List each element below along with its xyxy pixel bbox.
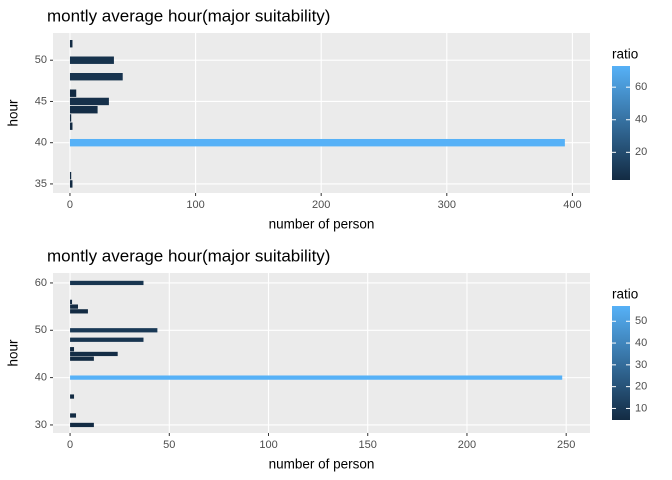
bar [70, 413, 77, 418]
legend-label: 20 [635, 381, 647, 393]
bar [69, 40, 73, 48]
bar [69, 105, 98, 114]
y-tick-label: 35 [35, 178, 47, 190]
bar [69, 114, 72, 122]
colorbar [612, 306, 630, 420]
y-tick-label: 40 [35, 137, 47, 149]
bar [70, 337, 144, 342]
bar [70, 347, 75, 352]
bar [70, 375, 563, 380]
bar [69, 122, 73, 130]
bar [70, 280, 144, 286]
panel [53, 273, 590, 433]
bar [70, 394, 75, 399]
chart-title: montly average hour(major suitability) [47, 246, 330, 265]
legend-label: 20 [635, 146, 647, 158]
colorbar [612, 66, 630, 180]
bar [69, 89, 77, 97]
x-tick-label: 150 [359, 439, 377, 451]
legend-label: 60 [635, 81, 647, 93]
bar [70, 351, 118, 357]
x-tick-label: 100 [259, 439, 277, 451]
bar [69, 138, 565, 147]
bar [69, 180, 73, 188]
bar [69, 73, 123, 81]
x-tick-label: 0 [67, 199, 73, 211]
x-tick-label: 50 [163, 439, 175, 451]
legend-label: 10 [635, 402, 647, 414]
x-tick-label: 250 [557, 439, 575, 451]
bar [70, 304, 79, 309]
x-tick-label: 200 [458, 439, 476, 451]
bar [70, 328, 158, 333]
chart-title: montly average hour(major suitability) [47, 6, 330, 25]
bar [69, 97, 109, 106]
x-tick-label: 100 [186, 199, 204, 211]
x-axis-label: number of person [269, 457, 375, 472]
bar [70, 299, 73, 305]
y-tick-label: 30 [35, 419, 47, 431]
bar [69, 56, 114, 64]
legend-label: 50 [635, 315, 647, 327]
bar [70, 356, 94, 361]
y-tick-label: 45 [35, 95, 47, 107]
y-tick-label: 40 [35, 372, 47, 384]
y-tick-label: 50 [35, 54, 47, 66]
legend-label: 40 [635, 337, 647, 349]
legend-label: 30 [635, 359, 647, 371]
legend-label: 40 [635, 114, 647, 126]
bar [70, 309, 88, 314]
legend-title: ratio [612, 287, 638, 302]
x-axis-label: number of person [269, 217, 375, 232]
x-tick-label: 300 [438, 199, 456, 211]
x-tick-label: 0 [67, 439, 73, 451]
x-tick-label: 400 [563, 199, 581, 211]
y-axis-label: hour [6, 99, 21, 127]
x-tick-label: 200 [312, 199, 330, 211]
y-axis-label: hour [6, 339, 21, 367]
bar [69, 171, 72, 180]
y-tick-label: 50 [35, 324, 47, 336]
bar [70, 422, 94, 428]
y-tick-label: 60 [35, 277, 47, 289]
legend-title: ratio [612, 47, 638, 62]
